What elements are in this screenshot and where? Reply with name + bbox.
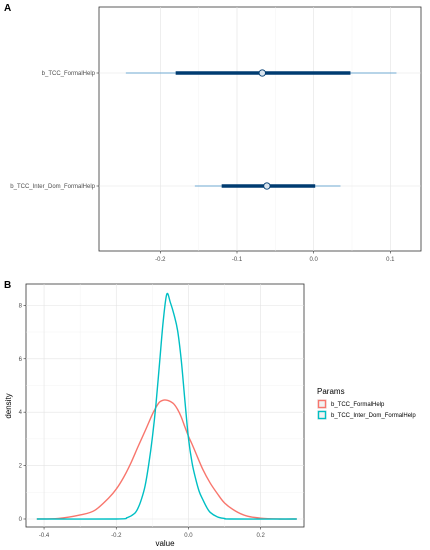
legend-key-2 <box>317 410 327 420</box>
panel-a-plot-area <box>98 6 422 252</box>
y-tick-label: 0 <box>19 517 23 523</box>
density-line-2 <box>36 292 297 520</box>
y-tick-label: b_TCC_Inter_Dom_FormalHelp <box>10 184 95 190</box>
panel-a-marks <box>125 69 397 190</box>
x-tick-label: -0.4 <box>39 533 50 539</box>
point-estimate <box>263 182 271 190</box>
legend-key-bg <box>317 410 327 420</box>
panel-b-grid <box>26 284 304 527</box>
x-tick-label: 0.0 <box>309 257 318 263</box>
panel-b-plot-area <box>25 283 305 528</box>
legend-key-bg <box>317 399 327 409</box>
density-line-1 <box>36 399 297 520</box>
x-tick-label: 0.2 <box>257 533 266 539</box>
x-tick-label: -0.1 <box>232 257 243 263</box>
x-tick-label: 0.0 <box>184 533 193 539</box>
panel-b-x-axis-title: value <box>155 539 175 548</box>
y-tick-label: 6 <box>19 357 23 363</box>
panel-a: A b_TCC_FormalHelp b_TCC_Inter_Dom_Formal… <box>4 3 422 263</box>
panel-b-marks <box>36 292 297 520</box>
y-tick-label: 2 <box>19 464 23 470</box>
panel-b: B 0 2 4 6 8 -0.4 -0.2 0.0 0.2 value density Par… <box>4 280 416 548</box>
legend-label-1: b_TCC_FormalHelp <box>331 402 385 408</box>
y-tick-label: b_TCC_FormalHelp <box>42 71 96 77</box>
x-tick-label: -0.2 <box>155 257 166 263</box>
y-tick-label: 8 <box>19 303 23 309</box>
legend-key-1 <box>317 399 327 409</box>
x-tick-label: -0.2 <box>111 533 122 539</box>
y-tick-label: 4 <box>19 410 23 416</box>
legend-title: Params <box>317 387 345 396</box>
panel-b-y-axis-title: density <box>4 393 13 418</box>
panel-a-y-ticks: b_TCC_FormalHelp b_TCC_Inter_Dom_FormalHe… <box>10 71 99 190</box>
legend-items: b_TCC_FormalHelp b_TCC_Inter_Dom_FormalHe… <box>317 399 416 420</box>
panel-a-label: A <box>4 3 11 14</box>
x-tick-label: 0.1 <box>386 257 395 263</box>
panel-b-legend: Params b_TCC_FormalHelp b_TCC_Inter_Dom_F… <box>317 387 416 420</box>
panel-a-x-ticks: -0.2 -0.1 0.0 0.1 <box>155 251 395 263</box>
panel-b-x-ticks: -0.4 -0.2 0.0 0.2 <box>39 527 266 539</box>
point-estimate <box>258 69 266 77</box>
panel-b-y-ticks: 0 2 4 6 8 <box>19 303 26 523</box>
panel-b-label: B <box>4 280 11 291</box>
legend-label-2: b_TCC_Inter_Dom_FormalHelp <box>331 413 416 419</box>
